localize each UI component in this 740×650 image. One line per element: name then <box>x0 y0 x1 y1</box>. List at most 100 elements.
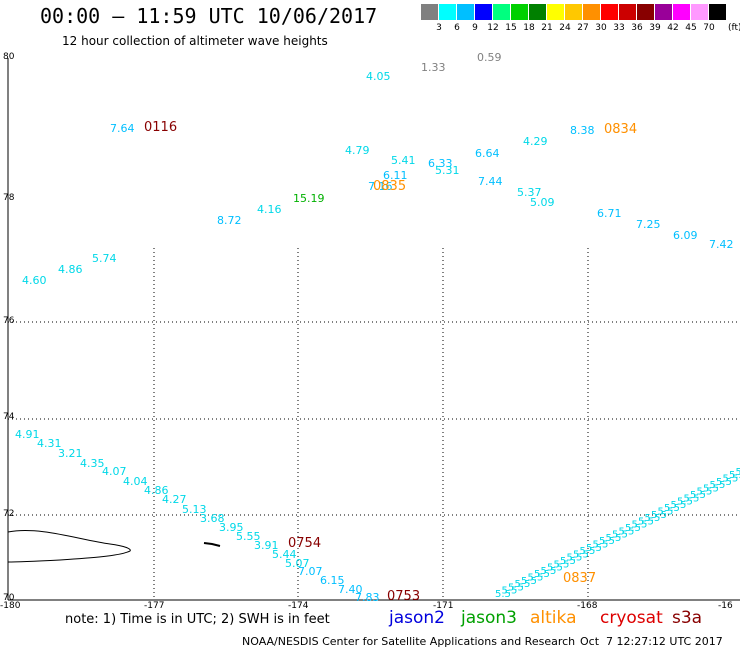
wave-height-label: 6.71 <box>597 207 622 220</box>
wave-height-label: 5.09 <box>530 196 555 209</box>
track-point-mark: 5.5 <box>703 483 719 494</box>
colorbar-swatch <box>457 4 475 20</box>
wave-height-label: 5.74 <box>92 252 117 265</box>
latitude-tick-label: 70 <box>3 593 15 603</box>
colorbar-swatch <box>475 4 493 20</box>
satellite-legend-cryosat: cryosat <box>600 608 663 628</box>
wave-height-label: 3.91 <box>254 539 279 552</box>
track-point-mark: 5.5 <box>632 520 648 531</box>
longitude-tick-label: -177 <box>144 601 165 611</box>
track-point-mark: 5.5 <box>619 526 635 537</box>
track-point-mark: 5.5 <box>521 576 537 587</box>
track-point-mark: 5.5 <box>651 510 667 521</box>
track-point-mark: 5.5 <box>645 513 661 524</box>
track-point-mark: 5.5 <box>502 586 518 597</box>
colorbar-label: 21 <box>541 23 553 33</box>
generated-timestamp: Oct 7 12:27:12 UTC 2017 <box>580 635 723 648</box>
wave-height-label: 4.86 <box>144 484 169 497</box>
satellite-legend-altika: altika <box>530 608 577 628</box>
track-point-mark: 5.5 <box>697 487 713 498</box>
colorbar-swatch <box>529 4 547 20</box>
colorbar-label: 39 <box>649 23 661 33</box>
longitude-tick-label: -174 <box>288 601 309 611</box>
colorbar-swatch <box>583 4 601 20</box>
wave-height-label: 7.83 <box>355 591 380 604</box>
track-point-mark: 5.5 <box>580 546 596 557</box>
track-point-mark: 5.5 <box>690 490 706 501</box>
pass-time-label: 0753 <box>387 589 421 604</box>
wave-height-label: 15.19 <box>293 192 325 205</box>
wave-height-label: 3.21 <box>58 447 83 460</box>
wave-height-label: 6.64 <box>475 147 500 160</box>
track-point-mark: 5.5 <box>528 573 544 584</box>
pass-time-label: 0116 <box>144 120 178 135</box>
colorbar-label: 45 <box>685 23 697 33</box>
track-point-mark: 5.5 <box>684 493 700 504</box>
wave-height-label: 7.16 <box>368 180 393 193</box>
track-point-mark: 5.5 <box>612 530 628 541</box>
track-point-mark: 5.5 <box>534 569 550 580</box>
track-point-mark: 5.5 <box>495 589 511 600</box>
wave-height-label: 5.44 <box>272 548 297 561</box>
wave-height-label: 6.09 <box>673 229 698 242</box>
note-text: note: 1) Time is in UTC; 2) SWH is in fe… <box>65 612 330 627</box>
track-point-mark: 5.5 <box>736 467 740 478</box>
wave-height-label: 7.25 <box>636 218 661 231</box>
pass-time-label: 0834 <box>604 122 638 137</box>
track-point-mark: 5.5 <box>625 523 641 534</box>
colorbar-label: 24 <box>559 23 571 33</box>
latitude-tick-label: 78 <box>3 193 15 203</box>
satellite-legend-jason2: jason2 <box>389 608 445 628</box>
longitude-tick-label: -171 <box>433 601 454 611</box>
track-point-mark: 5.5 <box>560 556 576 567</box>
wave-height-label: 7.64 <box>110 122 135 135</box>
colorbar-swatch <box>637 4 655 20</box>
colorbar-swatch <box>601 4 619 20</box>
wave-height-label: 3.68 <box>200 512 225 525</box>
wave-height-label: 0.59 <box>477 51 502 64</box>
wave-height-label: 7.40 <box>338 583 363 596</box>
longitude-tick-label: -168 <box>577 601 598 611</box>
wave-height-label: 7.07 <box>298 565 323 578</box>
satellite-legend-jason3: jason3 <box>461 608 517 628</box>
track-point-mark: 5.5 <box>554 559 570 570</box>
satellite-track-east: 5.55.55.55.55.55.55.55.55.55.55.55.55.55… <box>495 467 740 600</box>
colorbar-swatch <box>493 4 511 20</box>
wave-height-label: 5.37 <box>517 186 542 199</box>
wave-height-label: 8.38 <box>570 124 595 137</box>
coastline <box>7 530 131 563</box>
colorbar-swatch <box>655 4 673 20</box>
satellite-legend-s3a: s3a <box>672 608 703 628</box>
colorbar-label: 6 <box>454 23 460 33</box>
colorbar-label: 30 <box>595 23 607 33</box>
colorbar-label: 36 <box>631 23 643 33</box>
latitude-tick-label: 80 <box>3 52 15 62</box>
colorbar-label: 33 <box>613 23 625 33</box>
longitude-tick-label: -16 <box>718 601 733 611</box>
track-point-mark: 5.5 <box>586 543 602 554</box>
track-point-mark: 5.5 <box>515 579 531 590</box>
wave-height-label: 4.79 <box>345 144 370 157</box>
wave-height-label: 3.95 <box>219 521 244 534</box>
track-point-mark: 5.5 <box>677 497 693 508</box>
colorbar-label: 15 <box>505 23 517 33</box>
pass-time-label: 0835 <box>373 179 407 194</box>
colorbar-unit: (ft) <box>728 23 740 33</box>
colorbar-swatch <box>421 4 439 20</box>
track-point-mark: 5.5 <box>723 474 739 485</box>
wave-height-label: 4.91 <box>15 428 40 441</box>
colorbar-swatch <box>691 4 709 20</box>
wave-height-label: 5.41 <box>391 154 416 167</box>
track-point-mark: 5.5 <box>567 553 583 564</box>
pass-time-label: 0754 <box>288 536 322 551</box>
colorbar-swatch <box>547 4 565 20</box>
track-point-mark: 5.5 <box>710 480 726 491</box>
pass-time-label: 0837 <box>563 571 597 586</box>
track-point-mark: 5.5 <box>716 477 732 488</box>
latitude-tick-label: 76 <box>3 316 15 326</box>
wave-height-label: 7.42 <box>709 238 734 251</box>
wave-height-label: 7.44 <box>478 175 503 188</box>
wave-height-label: 4.27 <box>162 493 187 506</box>
track-point-mark: 5.5 <box>658 507 674 518</box>
